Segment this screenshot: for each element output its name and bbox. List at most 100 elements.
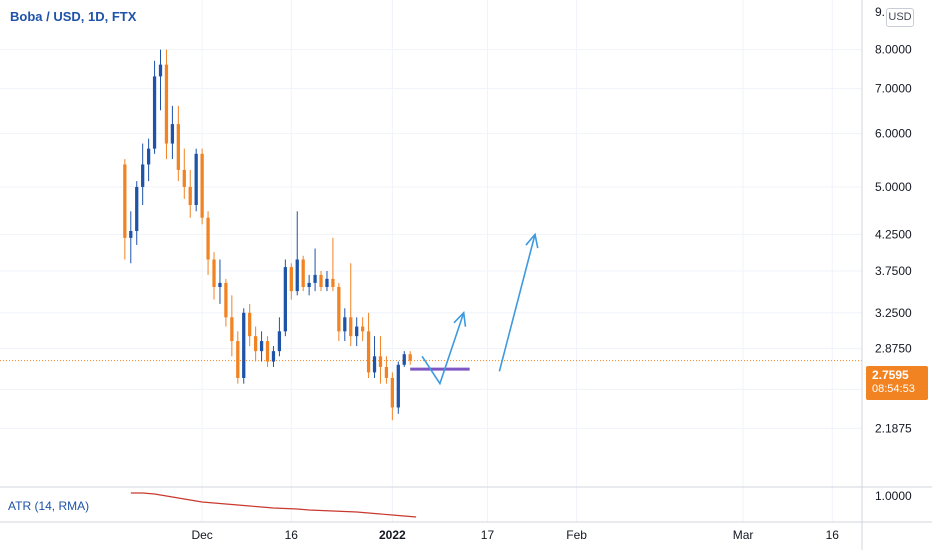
y-tick-label: 5.0000 (875, 180, 912, 194)
candle-body (141, 164, 145, 187)
y-tick-label: 2.1875 (875, 421, 912, 435)
candle (408, 351, 412, 365)
currency-button[interactable]: USD (886, 8, 914, 27)
forecast-arrow-1-head (453, 311, 467, 327)
candle-body (378, 356, 383, 367)
candles (123, 49, 412, 421)
candle-body (253, 336, 258, 352)
candle (366, 312, 371, 378)
candle (390, 372, 394, 421)
candle (176, 105, 180, 182)
atr-line (130, 492, 417, 518)
candle (194, 148, 198, 212)
candle-body (236, 341, 240, 378)
chart-title[interactable]: Boba / USD, 1D, FTX (10, 9, 137, 24)
candle-body (349, 317, 353, 337)
indicator-label[interactable]: ATR (14, RMA) (8, 499, 90, 513)
candle-body (384, 366, 389, 378)
candle (402, 351, 406, 367)
candle (152, 60, 157, 154)
candle (271, 346, 276, 367)
candle (141, 143, 145, 206)
candle-body (218, 282, 222, 287)
candle-body (176, 124, 180, 170)
candle-body (372, 356, 377, 373)
candle (301, 255, 305, 292)
forecast-arrow-2 (498, 234, 536, 372)
x-tick-label: 16 (826, 528, 840, 542)
candle (277, 317, 282, 357)
candle-body (337, 286, 341, 332)
candle (182, 148, 186, 199)
candle (360, 317, 365, 342)
candle-body (355, 326, 359, 337)
y-tick-label: 9. (875, 5, 885, 19)
grid (0, 0, 862, 522)
x-tick-label: 2022 (379, 528, 406, 542)
candle-body (343, 317, 347, 332)
candle (253, 326, 258, 362)
candle (355, 317, 359, 347)
candle (129, 211, 133, 264)
candle-body (206, 217, 210, 260)
last-price-value: 2.7595 (872, 368, 909, 382)
candle (313, 248, 317, 292)
atr-pane: 1.0000 (130, 489, 912, 518)
candle-body (188, 186, 192, 206)
candle (378, 336, 383, 384)
candle-body (248, 312, 252, 337)
candle-body (325, 278, 329, 287)
candle-body (123, 164, 127, 238)
candle (188, 169, 192, 218)
x-tick-label: 17 (481, 528, 495, 542)
candle (164, 49, 169, 160)
candle (325, 270, 329, 292)
candle-body (396, 364, 400, 408)
candle (123, 159, 127, 260)
candle-body (242, 312, 246, 378)
candle-body (129, 230, 133, 238)
y-tick-label: 6.0000 (875, 127, 912, 141)
candle-body (158, 64, 163, 77)
candle-body (259, 341, 264, 352)
drawing-overlays (410, 232, 539, 386)
candle-body (307, 282, 311, 287)
x-tick-label: Dec (191, 528, 212, 542)
candle (372, 336, 377, 378)
candle-body (224, 282, 228, 318)
candle-body (152, 76, 157, 149)
candle-body (283, 267, 287, 332)
candle-body (331, 278, 335, 287)
y-tick-label: 2.8750 (875, 342, 912, 356)
y-tick-label: 4.2500 (875, 227, 912, 241)
candle (349, 263, 353, 347)
candle-body (366, 331, 371, 373)
candle (230, 295, 234, 357)
candle (224, 278, 228, 327)
candle-body (402, 354, 406, 365)
candle (212, 252, 216, 300)
x-tick-label: Mar (733, 528, 754, 542)
candle (259, 331, 264, 362)
candle (242, 308, 246, 384)
candle-body (301, 259, 305, 287)
forecast-arrow-1 (421, 312, 465, 386)
candle-body (135, 186, 139, 231)
candle (319, 270, 323, 292)
candle-body (319, 274, 323, 287)
candle (206, 211, 210, 275)
x-tick-label: 16 (285, 528, 299, 542)
y-tick-label: 3.2500 (875, 306, 912, 320)
candle-body (164, 64, 169, 144)
candle-body (265, 341, 270, 362)
candle-body (295, 259, 299, 292)
candle (396, 361, 400, 414)
candle-body (271, 351, 276, 362)
candle-body (408, 354, 412, 361)
last-price-badge: 2.7595 08:54:53 (866, 366, 928, 400)
forecast-arrow-2-head (525, 232, 539, 249)
candle-body (212, 259, 216, 287)
candle (200, 148, 204, 225)
